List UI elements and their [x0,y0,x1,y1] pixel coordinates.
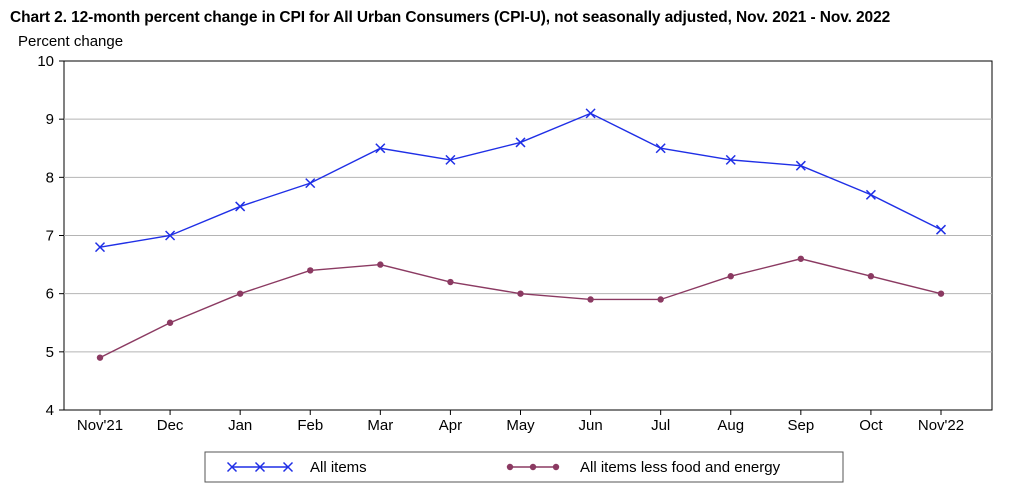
y-tick-label: 7 [46,228,54,245]
data-point [305,178,316,189]
legend-marker [552,463,560,471]
x-tick-label: Aug [717,417,744,434]
y-tick-label: 6 [46,286,54,303]
y-tick-label: 5 [46,344,54,361]
data-point [96,354,104,361]
legend-marker [529,463,537,471]
x-tick-label: Oct [859,417,883,434]
x-tick-label: Apr [439,417,462,434]
data-point [865,189,876,200]
x-axis-ticks: Nov'21 Dec Jan Feb Mar Apr May Jun Jul Aug Sep Oct N… [77,410,964,434]
legend-marker [506,463,514,471]
data-point [94,242,106,253]
x-tick-label: Dec [157,417,184,434]
data-point [587,296,594,303]
legend-marker [226,461,238,473]
series-1 [94,108,947,253]
x-tick-label: Mar [367,417,393,434]
data-point [795,160,806,171]
data-point [307,267,314,274]
x-tick-label: Nov'22 [918,417,964,434]
y-tick-label: 4 [46,402,54,419]
x-tick-label: Jan [228,417,252,434]
legend-item-2: All items less food and energy [506,459,781,476]
chart-title: Chart 2. 12-month percent change in CPI … [10,9,891,26]
data-point [235,201,246,212]
data-point [445,154,456,165]
y-tick-label: 9 [46,111,54,128]
x-tick-label: Jun [578,417,602,434]
x-tick-label: Nov'21 [77,417,123,434]
data-point [375,143,386,154]
legend-item-1: All items [226,459,367,476]
legend: All items All items less food and energy [204,451,844,483]
data-point [657,296,664,303]
data-point [515,137,526,148]
legend-label: All items [310,459,367,476]
data-point [727,273,734,280]
data-point [867,273,875,280]
data-point [725,154,736,165]
x-tick-label: May [506,417,535,434]
x-tick-label: Sep [787,417,814,434]
legend-marker [254,461,266,473]
y-tick-label: 10 [37,53,54,70]
data-point [447,278,454,286]
data-point [655,143,666,154]
data-point [236,290,244,297]
data-point [585,108,596,119]
x-tick-label: Feb [297,417,323,434]
legend-label: All items less food and energy [580,459,781,476]
grid-lines [64,118,992,353]
data-point [797,255,805,262]
legend-marker [282,461,294,473]
y-axis-ticks: 4 5 6 7 8 9 10 [37,53,64,419]
data-point [166,319,174,326]
series-2 [96,255,945,361]
x-tick-label: Jul [651,417,670,434]
data-point [935,224,947,235]
data-point [517,290,524,297]
y-tick-label: 8 [46,169,54,186]
data-point [377,261,384,268]
data-point [937,290,945,297]
data-point [165,230,176,241]
y-axis-label: Percent change [18,33,124,50]
series-layer [94,108,947,361]
